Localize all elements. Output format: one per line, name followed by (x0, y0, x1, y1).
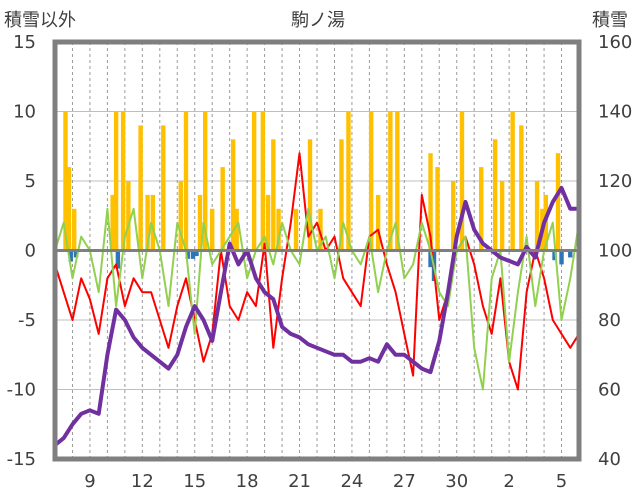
right-axis-title: 積雪 (592, 10, 628, 31)
bar (265, 194, 271, 251)
bar (251, 111, 257, 251)
bar (318, 208, 323, 251)
y-right-tick-label: 80 (598, 310, 621, 331)
bar (220, 167, 225, 251)
y-left-tick-label: 10 (13, 102, 36, 123)
bar (568, 250, 573, 258)
left-axis-title: 積雪以外 (4, 10, 76, 31)
x-tick-label: 12 (131, 471, 154, 492)
bar (72, 208, 77, 251)
x-tick-label: 2 (503, 471, 514, 492)
bar (113, 111, 119, 251)
y-right-tick-label: 60 (598, 380, 621, 401)
y-right-tick-label: 40 (598, 449, 621, 470)
bar (499, 181, 505, 251)
bar (110, 194, 115, 251)
bar (161, 125, 166, 251)
bar (210, 208, 215, 251)
tick-labels: 15 10 5 0 -5 -10 -15 160 140 120 100 80 60 40 9 12 15 18 2… (7, 32, 633, 492)
bar (73, 250, 79, 258)
bar (519, 125, 524, 251)
x-tick-label: 15 (183, 471, 206, 492)
bar (260, 111, 266, 251)
bar (185, 250, 190, 259)
series-line (54, 152, 580, 391)
bar (451, 181, 456, 251)
y-right-tick-label: 100 (598, 241, 632, 262)
bar (435, 167, 440, 251)
x-tick-label: 24 (340, 471, 363, 492)
y-right-tick-label: 120 (598, 171, 632, 192)
x-tick-label: 30 (445, 471, 468, 492)
bar (428, 250, 433, 268)
bar (194, 250, 199, 257)
bar (234, 208, 239, 251)
bar (339, 139, 344, 251)
bar (375, 194, 381, 251)
bar (145, 194, 150, 251)
bar (428, 153, 433, 251)
bar (368, 111, 374, 251)
chart-title: 駒ノ湯 (291, 10, 345, 31)
y-right-tick-label: 160 (598, 32, 632, 53)
bar (138, 125, 143, 251)
bar (534, 181, 540, 251)
bar (66, 167, 72, 251)
bar (126, 181, 131, 251)
y-left-tick-label: -10 (7, 380, 36, 401)
bar (510, 111, 515, 251)
x-tick-label: 18 (236, 471, 259, 492)
bar (478, 167, 484, 251)
bar (183, 111, 189, 251)
x-tick-label: 21 (288, 471, 311, 492)
bar (293, 208, 299, 251)
bar (120, 111, 126, 251)
x-tick-label: 5 (556, 471, 567, 492)
bar (307, 139, 313, 251)
bar (63, 111, 68, 251)
bar (388, 111, 393, 251)
y-right-tick-label: 140 (598, 102, 632, 123)
bar (190, 250, 196, 259)
bar (395, 111, 400, 251)
bar (178, 181, 183, 251)
x-tick-label: 9 (84, 471, 95, 492)
bar (555, 153, 561, 251)
y-left-tick-label: 5 (25, 171, 36, 192)
bar (346, 111, 351, 251)
y-left-tick-label: -5 (18, 310, 36, 331)
bar (552, 250, 557, 261)
bar (492, 139, 498, 251)
bar (115, 250, 121, 269)
bar (230, 139, 236, 251)
bar (271, 139, 276, 251)
bar (68, 250, 73, 262)
bar (276, 208, 281, 251)
y-left-tick-label: 0 (25, 241, 36, 262)
y-left-tick-label: -15 (7, 449, 36, 470)
y-left-tick-label: 15 (13, 32, 36, 53)
bar (459, 111, 465, 251)
bar (150, 194, 156, 251)
x-tick-label: 27 (393, 471, 416, 492)
bar (203, 111, 208, 251)
bar (559, 250, 564, 265)
bar (197, 194, 203, 251)
